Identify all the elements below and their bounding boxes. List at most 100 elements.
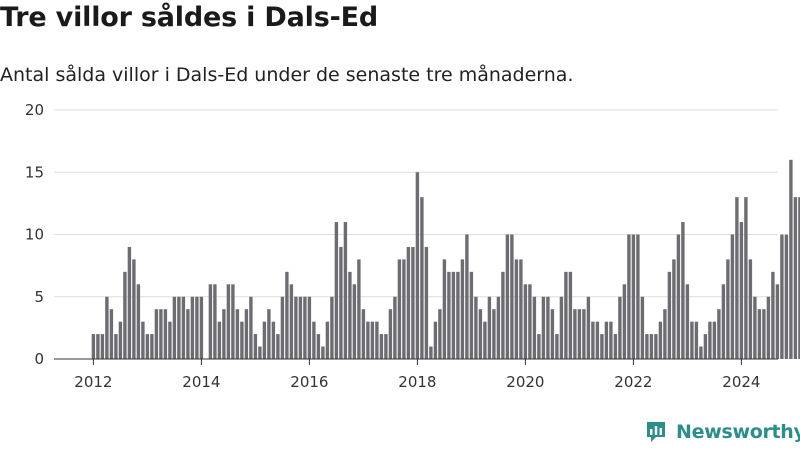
bar — [514, 259, 519, 359]
bar — [208, 284, 213, 359]
bar — [303, 296, 307, 359]
bar — [397, 259, 402, 359]
x-tick-label-2024: 2024 — [722, 373, 760, 391]
bar — [739, 222, 744, 359]
bar — [294, 296, 298, 359]
bar — [366, 321, 370, 359]
bar — [447, 271, 451, 359]
bar — [730, 234, 735, 359]
bar — [186, 309, 190, 359]
bar — [595, 321, 600, 359]
bar — [649, 334, 654, 359]
bar — [168, 321, 172, 359]
bar — [658, 321, 663, 359]
bar — [393, 296, 397, 359]
bar — [105, 296, 109, 359]
bar — [213, 284, 217, 359]
bar — [253, 334, 258, 359]
bar — [316, 334, 321, 359]
bar — [222, 309, 226, 359]
bar — [798, 197, 800, 359]
bar — [289, 284, 294, 359]
bar — [312, 321, 316, 359]
bar — [217, 321, 222, 359]
y-axis-ticks: 0 5 10 15 20 — [25, 101, 44, 368]
bar — [537, 334, 541, 359]
bar — [618, 296, 622, 359]
bar — [96, 334, 100, 359]
bar — [190, 296, 195, 359]
bar — [150, 334, 154, 359]
bar — [411, 246, 415, 359]
bar — [280, 296, 285, 359]
bar — [748, 259, 753, 359]
bar — [519, 259, 523, 359]
bar — [510, 234, 514, 359]
bar — [114, 334, 118, 359]
bars — [91, 159, 800, 359]
bar — [640, 296, 645, 359]
bar — [136, 284, 141, 359]
y-tick-label-15: 15 — [25, 163, 44, 181]
bar — [582, 309, 586, 359]
bar — [402, 259, 406, 359]
bar — [379, 334, 384, 359]
bar — [442, 259, 447, 359]
bar — [496, 296, 501, 359]
bar — [406, 246, 411, 359]
bar — [568, 271, 573, 359]
bar — [118, 321, 123, 359]
bar — [384, 334, 388, 359]
bar — [685, 284, 690, 359]
bar — [424, 246, 429, 359]
bar — [622, 284, 627, 359]
x-tick-label-2018: 2018 — [398, 373, 436, 391]
bar — [672, 259, 676, 359]
chart-subtitle: Antal sålda villor i Dals-Ed under de se… — [0, 64, 574, 86]
bar — [163, 309, 168, 359]
bar — [793, 197, 798, 359]
bar — [415, 172, 420, 359]
bar — [753, 296, 757, 359]
bar — [195, 296, 199, 359]
newsworthy-logo-icon — [647, 422, 665, 442]
bar — [429, 346, 433, 359]
x-tick-label-2020: 2020 — [506, 373, 544, 391]
bar — [636, 234, 640, 359]
bar — [249, 296, 253, 359]
bar — [145, 334, 150, 359]
bar — [555, 334, 559, 359]
bar — [370, 321, 375, 359]
bar — [694, 321, 699, 359]
bar — [721, 284, 726, 359]
bar — [532, 296, 537, 359]
chart-title: Tre villor såldes i Dals-Ed — [0, 2, 378, 33]
bar — [159, 309, 163, 359]
bar — [240, 321, 244, 359]
bar — [334, 222, 339, 359]
bar — [276, 334, 280, 359]
bar — [559, 296, 564, 359]
bar — [487, 296, 492, 359]
bar — [744, 197, 748, 359]
newsworthy-logo-text: Newsworthy — [676, 421, 800, 443]
bar — [100, 334, 105, 359]
bar — [460, 259, 465, 359]
bar — [523, 284, 528, 359]
bar — [541, 296, 546, 359]
bar — [177, 296, 181, 359]
bar — [478, 309, 483, 359]
bar — [766, 296, 771, 359]
bar — [465, 234, 469, 359]
bar — [172, 296, 177, 359]
bar — [699, 346, 703, 359]
bar — [703, 334, 708, 359]
bar — [154, 309, 159, 359]
bar — [483, 321, 487, 359]
bar — [546, 296, 550, 359]
bar — [244, 309, 249, 359]
bar — [109, 309, 114, 359]
bar — [717, 309, 721, 359]
bar — [361, 309, 366, 359]
